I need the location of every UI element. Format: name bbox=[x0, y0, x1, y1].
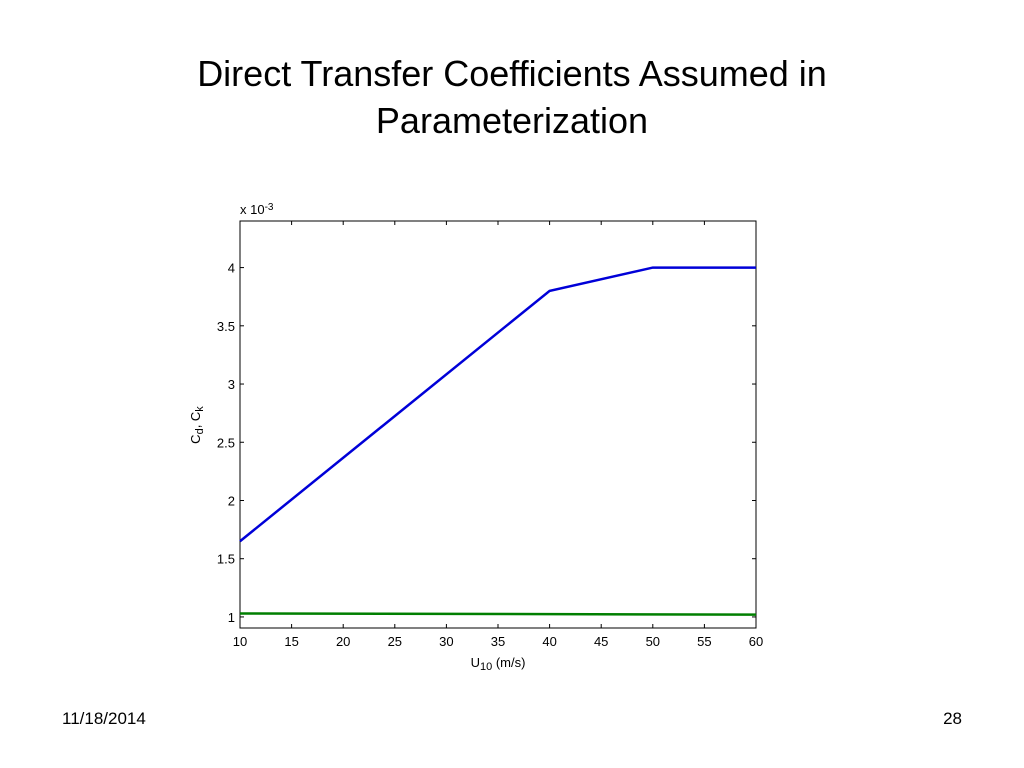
x-tick-label: 40 bbox=[542, 634, 556, 649]
x-axis-label-part: 10 bbox=[480, 661, 492, 673]
page-number: 28 bbox=[943, 709, 962, 728]
x-axis-label: U10 (m/s) bbox=[471, 655, 526, 673]
axis-multiplier-part: -3 bbox=[265, 202, 274, 213]
plot-box bbox=[239, 220, 757, 629]
x-tick-label: 45 bbox=[594, 634, 608, 649]
x-tick-label: 30 bbox=[439, 634, 453, 649]
axis-multiplier-part: x 10 bbox=[240, 202, 265, 217]
x-tick-label: 10 bbox=[233, 634, 247, 649]
y-tick-label: 3 bbox=[228, 377, 235, 392]
y-axis-label-part: C bbox=[188, 434, 203, 443]
x-tick-label: 25 bbox=[388, 634, 402, 649]
y-tick-label: 2 bbox=[228, 493, 235, 508]
x-tick-label: 35 bbox=[491, 634, 505, 649]
y-axis-label-part: d bbox=[194, 428, 206, 434]
data-line bbox=[239, 266, 756, 543]
x-axis-label-part: (m/s) bbox=[492, 655, 525, 670]
y-axis-label: Cd, Ck bbox=[188, 406, 206, 444]
x-axis-label-part: U bbox=[471, 655, 480, 670]
y-tick-label: 4 bbox=[228, 261, 235, 276]
x-tick-label: 50 bbox=[646, 634, 660, 649]
x-tick-label: 20 bbox=[336, 634, 350, 649]
x-tick-label: 60 bbox=[749, 634, 763, 649]
y-tick-label: 3.5 bbox=[217, 319, 235, 334]
title-line: Parameterization bbox=[376, 100, 648, 141]
y-tick-label: 1 bbox=[228, 610, 235, 625]
title-line: Direct Transfer Coefficients Assumed in bbox=[197, 53, 827, 94]
x-tick-label: 15 bbox=[284, 634, 298, 649]
data-line bbox=[239, 612, 757, 616]
y-axis-label-part: , C bbox=[188, 412, 203, 429]
y-tick-label: 2.5 bbox=[217, 435, 235, 450]
footer-date: 11/18/2014 bbox=[62, 709, 146, 728]
x-tick-label: 55 bbox=[697, 634, 711, 649]
y-axis-label-part: k bbox=[194, 406, 206, 412]
y-tick-label: 1.5 bbox=[217, 552, 235, 567]
axis-multiplier: x 10-3 bbox=[240, 202, 274, 217]
